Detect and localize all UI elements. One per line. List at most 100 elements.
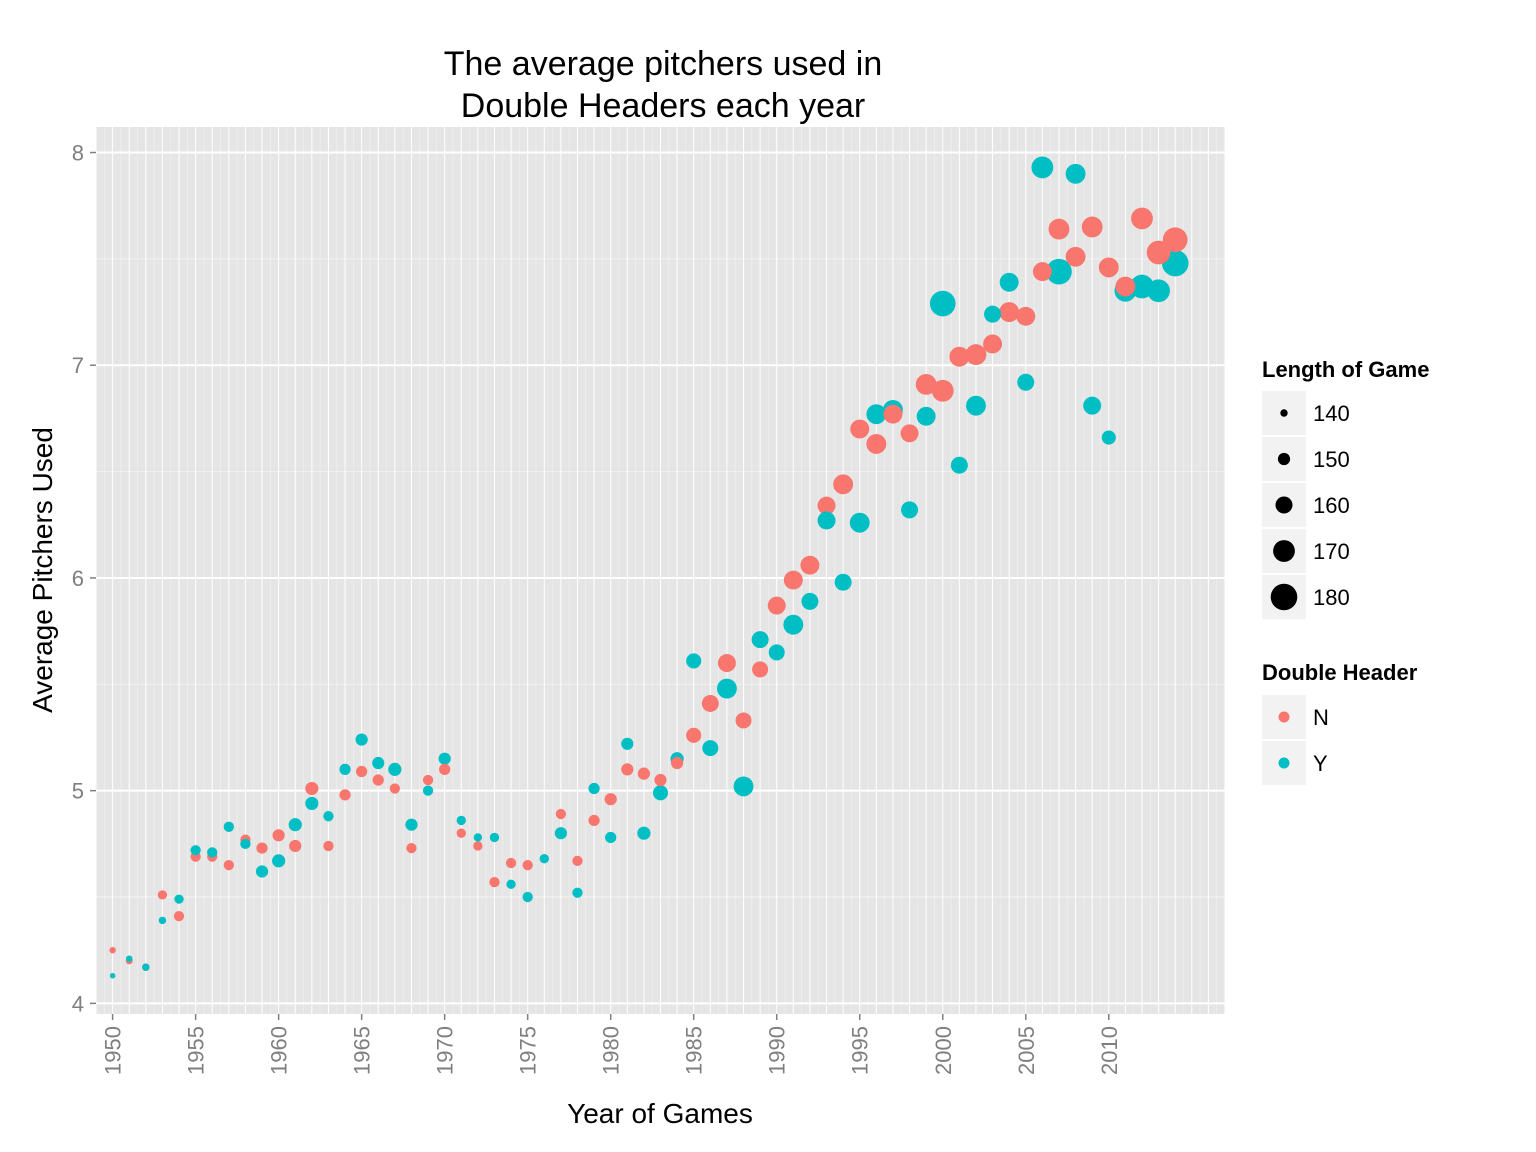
size-legend-label: 140	[1313, 401, 1350, 426]
x-axis-ticks: 1950 1955 1960 1965 1970 1975 1980 1985 1990 1995…	[101, 1014, 1122, 1075]
data-point-y	[473, 833, 483, 842]
data-point-n	[323, 840, 334, 852]
data-point-y	[539, 854, 549, 864]
data-point-n	[1016, 306, 1036, 326]
data-point-n	[800, 555, 820, 575]
data-point-y	[950, 456, 968, 474]
data-point-n	[1065, 246, 1086, 267]
data-point-n	[654, 773, 667, 787]
data-point-y	[142, 963, 150, 971]
data-point-n	[752, 661, 769, 678]
size-legend: Length of Game 140 150 160 170 180	[1262, 357, 1429, 619]
data-point-n	[1162, 227, 1188, 253]
size-legend-symbol	[1275, 496, 1293, 514]
x-tick-label: 1960	[267, 1026, 292, 1075]
data-point-y	[716, 678, 737, 699]
data-point-y	[323, 811, 334, 822]
y-tick-label: 6	[72, 566, 84, 591]
data-point-n	[305, 781, 319, 796]
data-point-y	[966, 395, 986, 416]
data-point-y	[866, 404, 887, 425]
data-point-n	[356, 765, 368, 778]
size-legend-label: 150	[1313, 447, 1350, 472]
x-tick-label: 2010	[1097, 1026, 1122, 1075]
data-point-n	[439, 763, 451, 776]
data-point-n	[109, 946, 116, 954]
data-point-n	[272, 829, 285, 842]
data-point-y	[605, 831, 617, 844]
data-point-y	[125, 955, 133, 962]
y-tick-label: 4	[72, 991, 84, 1016]
data-point-n	[522, 859, 533, 871]
color-legend-label: N	[1313, 705, 1329, 730]
data-point-y	[588, 782, 600, 795]
size-legend-label: 170	[1313, 539, 1350, 564]
x-tick-label: 2005	[1014, 1026, 1039, 1075]
color-legend-label: Y	[1313, 751, 1328, 776]
data-point-y	[422, 785, 434, 796]
data-point-y	[1031, 156, 1054, 179]
data-point-y	[240, 838, 251, 849]
data-point-n	[372, 774, 384, 786]
data-point-n	[389, 783, 400, 794]
data-point-y	[686, 653, 702, 669]
data-point-y	[288, 818, 302, 832]
size-legend-symbol	[1270, 583, 1298, 611]
x-tick-label: 1985	[682, 1026, 707, 1075]
size-legend-label: 160	[1313, 493, 1350, 518]
data-point-n	[157, 890, 168, 900]
data-point-n	[931, 379, 954, 402]
data-point-n	[422, 774, 434, 786]
data-point-n	[406, 842, 417, 854]
data-point-n	[621, 763, 634, 776]
data-point-y	[621, 737, 634, 750]
x-tick-label: 1995	[848, 1026, 873, 1075]
data-point-n	[915, 373, 937, 395]
data-point-y	[305, 796, 319, 810]
data-point-y	[1147, 279, 1170, 303]
data-point-n	[949, 346, 970, 367]
data-point-y	[783, 614, 804, 635]
data-point-n	[223, 859, 234, 871]
data-point-n	[686, 727, 702, 743]
data-point-n	[850, 419, 870, 439]
data-point-n	[555, 808, 567, 820]
data-point-n	[604, 793, 617, 806]
x-axis-title: Year of Games	[567, 1098, 753, 1129]
x-tick-label: 1975	[516, 1026, 541, 1075]
size-legend-symbol	[1280, 409, 1288, 417]
data-point-y	[158, 916, 167, 925]
color-legend-title: Double Header	[1262, 660, 1418, 685]
data-point-n	[999, 302, 1020, 322]
data-point-y	[652, 785, 669, 801]
data-point-y	[834, 573, 852, 591]
size-legend-label: 180	[1313, 585, 1350, 610]
data-point-y	[255, 865, 269, 878]
data-point-n	[735, 712, 752, 729]
data-point-y	[702, 740, 719, 757]
x-tick-label: 2000	[931, 1026, 956, 1075]
data-points	[109, 156, 1189, 979]
data-point-n	[173, 911, 185, 922]
data-point-n	[783, 570, 803, 590]
size-legend-title: Length of Game	[1262, 357, 1429, 382]
data-point-y	[1065, 163, 1086, 184]
data-point-n	[1131, 207, 1153, 230]
data-point-y	[339, 763, 351, 776]
data-point-y	[901, 501, 919, 519]
data-point-n	[817, 496, 836, 515]
data-point-n	[505, 857, 517, 869]
data-point-y	[751, 631, 769, 649]
data-point-n	[701, 694, 719, 712]
size-legend-symbol	[1277, 452, 1291, 466]
y-tick-label: 8	[72, 141, 84, 166]
data-point-n	[637, 767, 650, 780]
data-point-y	[1017, 373, 1035, 391]
data-point-n	[588, 814, 600, 827]
data-point-n	[289, 839, 302, 853]
data-point-n	[1081, 216, 1103, 238]
chart-title-line-2: Double Headers each year	[461, 87, 865, 125]
y-tick-label: 7	[72, 353, 84, 378]
data-point-n	[767, 596, 786, 615]
